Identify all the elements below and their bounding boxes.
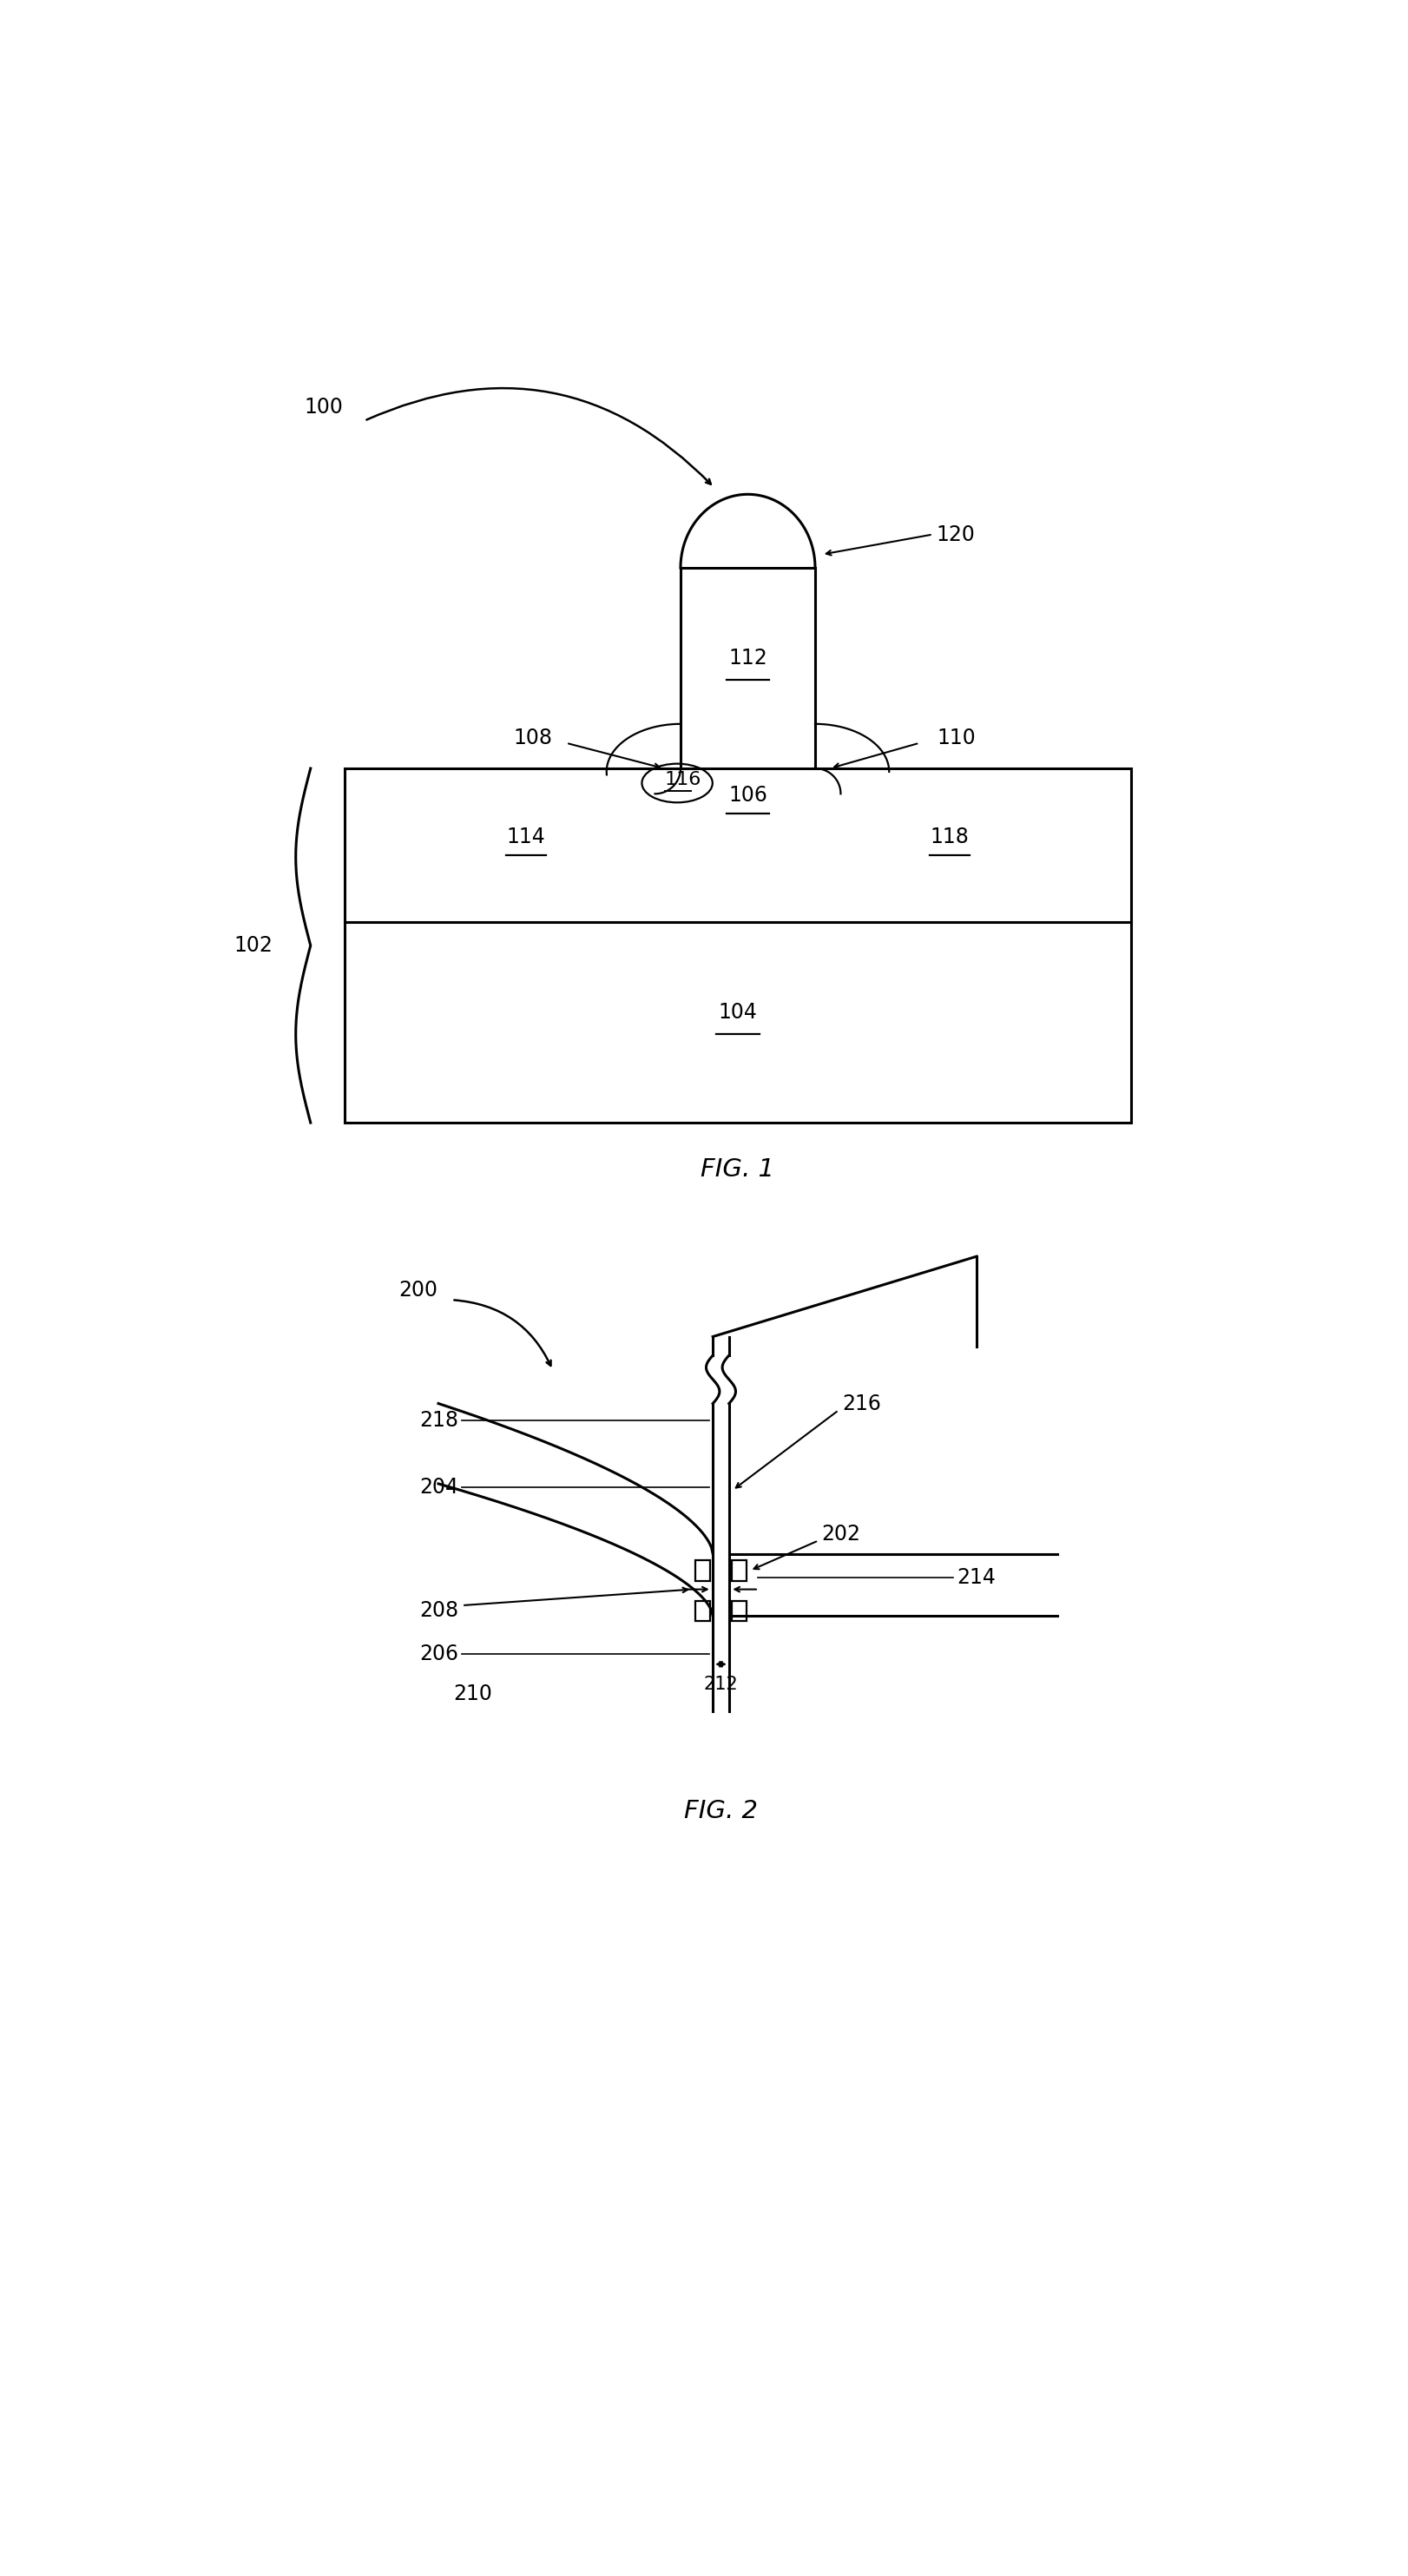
Text: 120: 120 [936, 523, 976, 546]
Text: 108: 108 [513, 729, 552, 750]
Text: 200: 200 [398, 1280, 438, 1301]
Text: 218: 218 [420, 1409, 459, 1430]
Text: FIG. 2: FIG. 2 [684, 1798, 758, 1824]
Text: 110: 110 [936, 729, 976, 750]
Text: 212: 212 [704, 1674, 738, 1692]
Text: 112: 112 [728, 647, 767, 670]
Text: 106: 106 [728, 786, 767, 806]
Text: 116: 116 [665, 770, 701, 788]
Text: 206: 206 [420, 1643, 459, 1664]
Text: 114: 114 [507, 827, 545, 848]
Text: 214: 214 [956, 1566, 995, 1587]
Text: FIG. 1: FIG. 1 [701, 1157, 774, 1182]
Text: 104: 104 [718, 1002, 758, 1023]
Text: 118: 118 [931, 827, 969, 848]
Text: 102: 102 [234, 935, 273, 956]
Text: 208: 208 [420, 1600, 459, 1620]
Text: 202: 202 [822, 1522, 860, 1543]
Text: 216: 216 [842, 1394, 881, 1414]
Text: 204: 204 [420, 1476, 459, 1497]
Text: 100: 100 [304, 397, 344, 417]
Text: 210: 210 [453, 1685, 493, 1705]
